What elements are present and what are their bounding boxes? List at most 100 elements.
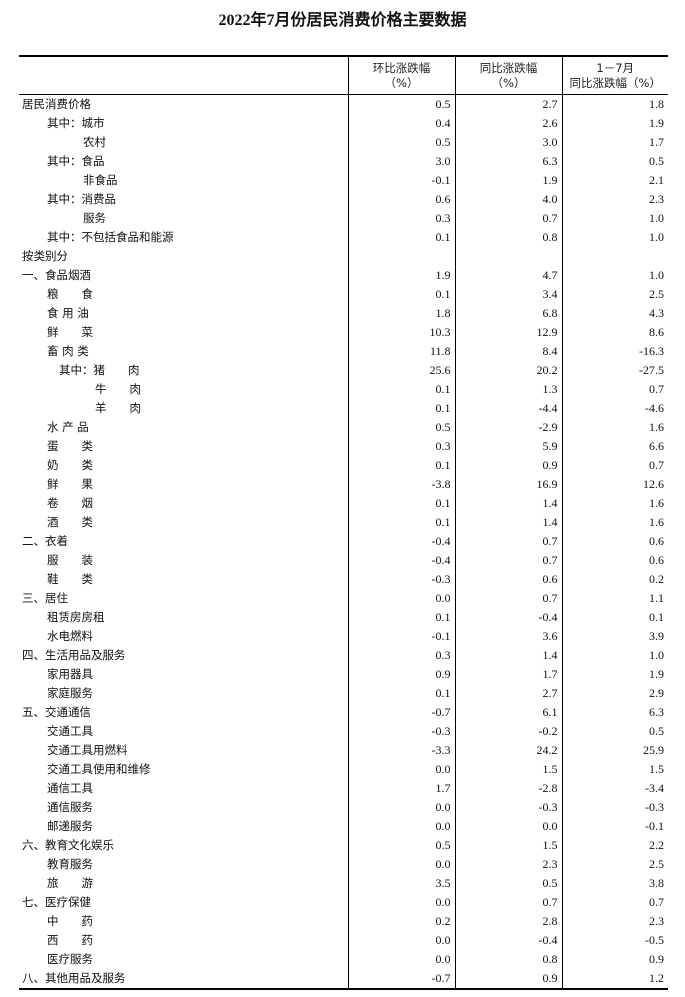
cell-yoy: 2.8 [454, 911, 562, 931]
cell-yoy: -2.9 [454, 417, 562, 437]
table-row: 交通工具使用和维修 0.0 1.5 1.5 [19, 759, 668, 779]
row-label: 非食品 [83, 172, 118, 187]
table-row: 交通工具用燃料 -3.3 24.2 25.9 [19, 740, 668, 760]
header-blank [19, 56, 348, 94]
cell-ytd: -3.4 [561, 778, 668, 798]
cell-yoy: 0.9 [454, 455, 562, 475]
cell-yoy: 3.4 [454, 284, 562, 304]
cell-yoy: 1.9 [454, 170, 562, 190]
cell-mom: -0.1 [347, 626, 455, 646]
table-row: 其中：城市 0.4 2.6 1.9 [19, 113, 668, 133]
table-row: 鞋 类 -0.3 0.6 0.2 [19, 569, 668, 589]
row-label: 水 产 品 [47, 419, 89, 434]
table-row: 居民消费价格 0.5 2.7 1.8 [19, 94, 668, 114]
cell-mom: -0.4 [347, 550, 455, 570]
table-row: 五、交通通信 -0.7 6.1 6.3 [19, 702, 668, 722]
table-row: 西 药 0.0 -0.4 -0.5 [19, 930, 668, 950]
cell-yoy: 4.0 [454, 189, 562, 209]
cell-ytd: 0.9 [561, 949, 668, 969]
cell-yoy: 16.9 [454, 474, 562, 494]
cell-mom: 10.3 [347, 322, 455, 342]
row-label: 居民消费价格 [22, 96, 91, 111]
cell-mom: 1.8 [347, 303, 455, 323]
cell-mom: 0.0 [347, 759, 455, 779]
row-label: 家用器具 [47, 666, 93, 681]
row-label: 一、食品烟酒 [22, 267, 91, 282]
page-title: 2022年7月份居民消费价格主要数据 [218, 12, 467, 29]
cell-mom: 0.3 [347, 436, 455, 456]
cell-yoy: 0.5 [454, 873, 562, 893]
cell-yoy: 0.9 [454, 968, 562, 989]
row-label: 其中：食品 [47, 153, 105, 168]
cell-mom: 0.1 [347, 493, 455, 513]
cell-ytd: 6.6 [561, 436, 668, 456]
cell-yoy: 0.7 [454, 588, 562, 608]
row-label: 医疗服务 [47, 951, 93, 966]
table-row: 中 药 0.2 2.8 2.3 [19, 911, 668, 931]
cell-mom: 0.2 [347, 911, 455, 931]
cell-ytd: 2.1 [561, 170, 668, 190]
cell-ytd: 1.2 [561, 968, 668, 989]
cell-mom: 0.0 [347, 930, 455, 950]
row-label: 食 用 油 [47, 305, 89, 320]
table-row: 水 产 品 0.5 -2.9 1.6 [19, 417, 668, 437]
cell-ytd: 2.5 [561, 854, 668, 874]
cell-yoy [454, 246, 562, 266]
cell-yoy: -2.8 [454, 778, 562, 798]
cell-yoy: 12.9 [454, 322, 562, 342]
row-label: 鲜 菜 [47, 324, 93, 339]
cell-yoy: 0.0 [454, 816, 562, 836]
cell-ytd: 0.6 [561, 550, 668, 570]
row-label: 家庭服务 [47, 685, 93, 700]
row-label: 五、交通通信 [22, 704, 91, 719]
cell-yoy: -0.4 [454, 930, 562, 950]
cell-ytd: 0.7 [561, 455, 668, 475]
cell-ytd: -0.1 [561, 816, 668, 836]
cell-ytd: 1.0 [561, 265, 668, 285]
cell-yoy: 0.6 [454, 569, 562, 589]
row-label: 蛋 类 [47, 438, 93, 453]
cell-mom: 0.0 [347, 949, 455, 969]
row-label: 奶 类 [47, 457, 93, 472]
cell-yoy: 6.3 [454, 151, 562, 171]
header-yoy-line2: （%） [491, 76, 526, 90]
table-row: 旅 游 3.5 0.5 3.8 [19, 873, 668, 893]
cell-mom: 0.0 [347, 892, 455, 912]
cell-yoy: 2.3 [454, 854, 562, 874]
cell-mom: 0.1 [347, 455, 455, 475]
cell-mom: -0.3 [347, 721, 455, 741]
cell-mom: -0.7 [347, 968, 455, 989]
cell-mom: 0.5 [347, 94, 455, 114]
row-label: 通信服务 [47, 799, 93, 814]
header-ytd-line2: 同比涨跌幅（%） [569, 76, 661, 90]
cell-mom: 0.1 [347, 683, 455, 703]
cell-ytd: 3.8 [561, 873, 668, 893]
row-label: 酒 类 [47, 514, 93, 529]
cell-mom: 0.5 [347, 132, 455, 152]
table-row: 畜 肉 类 11.8 8.4 -16.3 [19, 341, 668, 361]
cell-mom: -0.3 [347, 569, 455, 589]
cell-yoy: 2.7 [454, 94, 562, 114]
cell-ytd: 0.2 [561, 569, 668, 589]
header-mom: 环比涨跌幅 （%） [347, 56, 455, 94]
row-label: 西 药 [47, 932, 93, 947]
cell-ytd: 1.8 [561, 94, 668, 114]
cell-yoy: 6.8 [454, 303, 562, 323]
cell-mom: 0.9 [347, 664, 455, 684]
cell-yoy: 24.2 [454, 740, 562, 760]
table-row: 服务 0.3 0.7 1.0 [19, 208, 668, 228]
row-label: 牛 肉 [95, 381, 141, 396]
row-label: 粮 食 [47, 286, 93, 301]
row-label: 三、居住 [22, 590, 68, 605]
cell-ytd: 1.0 [561, 208, 668, 228]
table-row: 六、教育文化娱乐 0.5 1.5 2.2 [19, 835, 668, 855]
cell-mom: 0.4 [347, 113, 455, 133]
header-yoy-line1: 同比涨跌幅 [479, 61, 538, 75]
table-row: 医疗服务 0.0 0.8 0.9 [19, 949, 668, 969]
cell-yoy: -0.4 [454, 607, 562, 627]
cell-yoy: 6.1 [454, 702, 562, 722]
row-label: 其中：城市 [47, 115, 105, 130]
cell-yoy: 0.7 [454, 208, 562, 228]
row-label: 畜 肉 类 [47, 343, 89, 358]
cell-yoy: -0.3 [454, 797, 562, 817]
